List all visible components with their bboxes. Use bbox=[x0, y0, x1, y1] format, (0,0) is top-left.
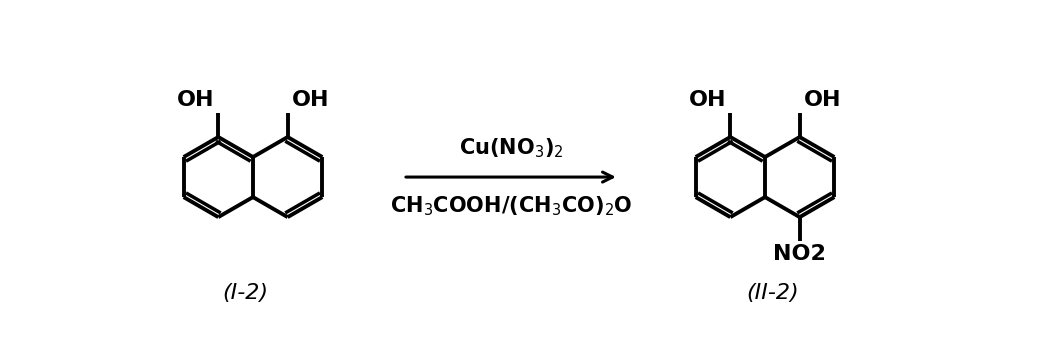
Text: OH: OH bbox=[689, 90, 726, 110]
Text: NO2: NO2 bbox=[773, 244, 826, 264]
Text: (II-2): (II-2) bbox=[746, 283, 799, 303]
Text: OH: OH bbox=[804, 90, 842, 110]
Text: CH$_3$COOH/(CH$_3$CO)$_2$O: CH$_3$COOH/(CH$_3$CO)$_2$O bbox=[390, 194, 632, 218]
Text: OH: OH bbox=[177, 90, 215, 110]
Text: OH: OH bbox=[291, 90, 329, 110]
Text: Cu(NO$_3$)$_2$: Cu(NO$_3$)$_2$ bbox=[459, 136, 563, 160]
Text: (I-2): (I-2) bbox=[222, 283, 268, 303]
